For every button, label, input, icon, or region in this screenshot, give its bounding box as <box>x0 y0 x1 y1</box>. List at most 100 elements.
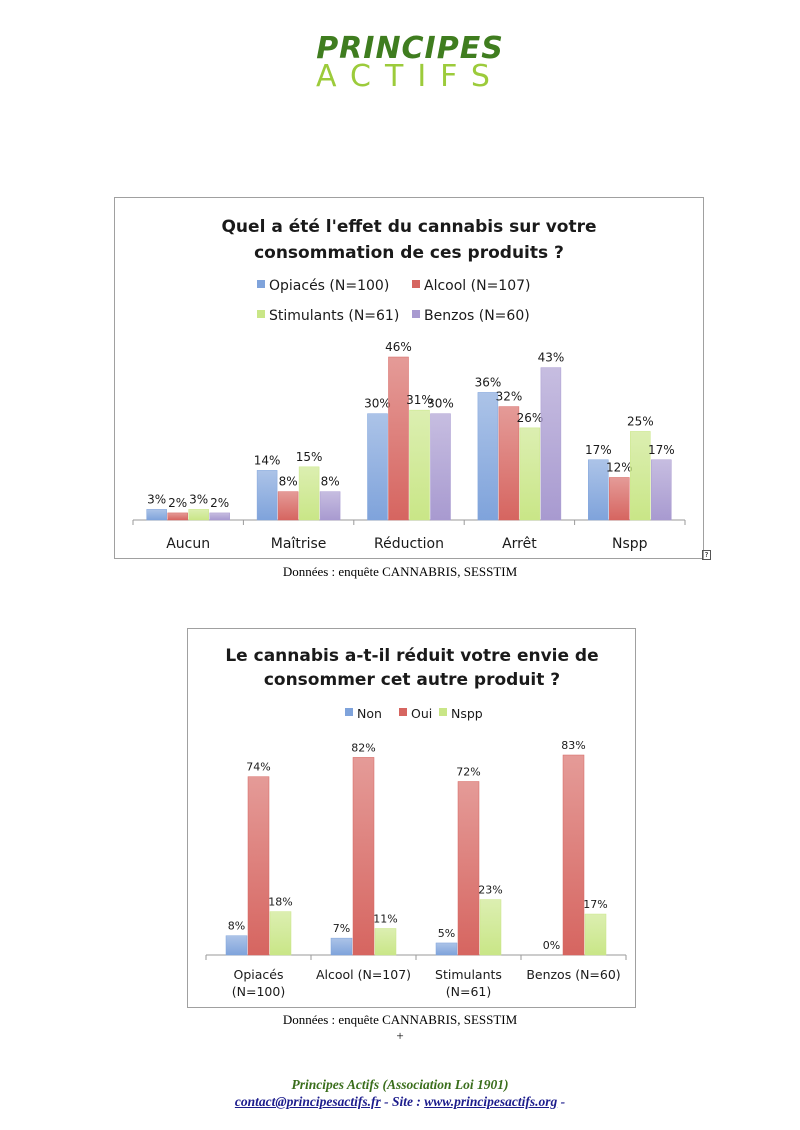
bar-alcool-n-107-4 <box>609 477 630 521</box>
bar-nspp-3 <box>584 913 607 956</box>
chart-title-line: consommer cet autre produit ? <box>264 670 560 690</box>
chart-effect-svg: Quel a été l'effet du cannabis sur votre… <box>132 217 686 552</box>
bar-stimulants-n-61-3 <box>519 427 541 521</box>
data-label-nspp-1: 11% <box>373 912 397 925</box>
bar-alcool-n-107-1 <box>277 491 299 521</box>
chart-desire-svg: Le cannabis a-t-il réduit votre envie de… <box>205 646 627 999</box>
data-label-non-2: 5% <box>438 927 455 940</box>
data-label-oui-2: 72% <box>456 766 480 779</box>
data-label-oui-3: 83% <box>561 739 585 752</box>
data-label-benzos-n-60-1: 8% <box>321 475 340 489</box>
bar-opiaces-n-100-2 <box>367 413 388 521</box>
bar-nspp-1 <box>374 928 397 956</box>
bar-stimulants-n-61-0 <box>188 509 209 521</box>
footer-site-suffix: - <box>557 1094 566 1109</box>
data-label-alcool-n-107-4: 12% <box>606 460 633 474</box>
bar-oui-3 <box>562 754 585 956</box>
chart-effect-cannabis: Quel a été l'effet du cannabis sur votre… <box>114 197 704 559</box>
data-label-oui-0: 74% <box>246 761 270 774</box>
bar-non-1 <box>330 937 353 956</box>
category-label-1: Alcool (N=107) <box>316 967 411 982</box>
bar-non-0 <box>225 935 248 956</box>
legend-swatch-oui <box>399 708 407 716</box>
category-label-0: Aucun <box>166 536 210 552</box>
category-label-0: (N=100) <box>232 984 285 999</box>
category-label-4: Nspp <box>612 536 648 552</box>
data-label-opiaces-n-100-2: 30% <box>364 397 391 411</box>
chart-title-line: Le cannabis a-t-il réduit votre envie de <box>225 646 598 666</box>
data-label-non-3: 0% <box>543 939 560 952</box>
bar-benzos-n-60-1 <box>319 491 341 521</box>
data-label-nspp-3: 17% <box>583 898 607 911</box>
chart1-caption: Données : enquête CANNABRIS, SESSTIM <box>282 564 518 579</box>
bar-non-2 <box>435 942 458 956</box>
category-label-2: Réduction <box>374 536 444 552</box>
data-label-opiaces-n-100-4: 17% <box>585 443 612 457</box>
footer-email-link[interactable]: contact@principesactifs.fr <box>234 1094 381 1109</box>
category-label-2: (N=61) <box>446 984 491 999</box>
legend-swatch-stimulants-n-61 <box>257 310 265 318</box>
legend-label-benzos-n-60: Benzos (N=60) <box>424 308 530 324</box>
chart2-caption: Données : enquête CANNABRIS, SESSTIM <box>282 1012 518 1027</box>
footer-site-prefix: - Site : <box>380 1094 425 1109</box>
footer-site-link[interactable]: www.principesactifs.org <box>424 1094 558 1109</box>
category-label-3: Arrêt <box>502 536 537 552</box>
plus-mark: + <box>396 1028 404 1043</box>
category-label-0: Opiacés <box>234 967 284 982</box>
bar-benzos-n-60-4 <box>651 459 672 521</box>
legend-label-oui: Oui <box>411 706 432 721</box>
data-label-oui-1: 82% <box>351 741 375 754</box>
bar-alcool-n-107-3 <box>498 406 520 521</box>
data-label-stimulants-n-61-1: 15% <box>296 450 323 464</box>
legend-label-non: Non <box>357 706 382 721</box>
bar-alcool-n-107-0 <box>167 512 188 521</box>
bar-nspp-2 <box>479 899 502 956</box>
data-label-nspp-0: 18% <box>268 896 292 909</box>
category-label-3: Benzos (N=60) <box>526 967 620 982</box>
data-label-opiaces-n-100-1: 14% <box>254 453 281 467</box>
bar-benzos-n-60-2 <box>430 413 451 521</box>
legend-label-alcool-n-107: Alcool (N=107) <box>424 278 530 294</box>
corner-mark: ? <box>702 550 711 560</box>
data-label-stimulants-n-61-2: 31% <box>406 393 433 407</box>
legend-swatch-benzos-n-60 <box>412 310 420 318</box>
bar-opiaces-n-100-1 <box>256 470 278 521</box>
chart-reduced-desire: Le cannabis a-t-il réduit votre envie de… <box>187 628 636 1008</box>
footer-contact: contact@principesactifs.fr - Site : www.… <box>0 1094 800 1110</box>
data-label-alcool-n-107-2: 46% <box>385 340 412 354</box>
data-label-opiaces-n-100-3: 36% <box>475 375 502 389</box>
data-label-opiaces-n-100-0: 3% <box>147 492 166 506</box>
chart-title-line: Quel a été l'effet du cannabis sur votre <box>221 217 596 237</box>
bar-opiaces-n-100-4 <box>588 459 609 521</box>
bar-benzos-n-60-3 <box>540 367 562 521</box>
data-label-stimulants-n-61-4: 25% <box>627 414 654 428</box>
data-label-alcool-n-107-0: 2% <box>168 496 187 510</box>
legend-swatch-non <box>345 708 353 716</box>
bar-nspp-0 <box>269 911 292 956</box>
data-label-benzos-n-60-3: 43% <box>538 351 565 365</box>
legend-label-stimulants-n-61: Stimulants (N=61) <box>269 308 399 324</box>
logo-line2: ACTIFS <box>316 59 504 92</box>
data-label-alcool-n-107-3: 32% <box>496 390 523 404</box>
category-label-1: Maîtrise <box>271 536 327 552</box>
bar-oui-0 <box>247 776 270 956</box>
legend-label-nspp: Nspp <box>451 706 483 721</box>
footer-org: Principes Actifs (Association Loi 1901) <box>291 1077 509 1092</box>
bar-stimulants-n-61-1 <box>298 466 320 521</box>
bar-opiaces-n-100-3 <box>477 392 499 521</box>
bar-oui-1 <box>352 757 375 956</box>
bar-benzos-n-60-0 <box>209 512 230 521</box>
legend-label-opiaces-n-100: Opiacés (N=100) <box>269 278 389 294</box>
bar-stimulants-n-61-4 <box>630 431 651 521</box>
data-label-non-0: 8% <box>228 920 245 933</box>
category-label-2: Stimulants <box>435 967 502 982</box>
data-label-stimulants-n-61-3: 26% <box>517 411 544 425</box>
data-label-benzos-n-60-4: 17% <box>648 443 675 457</box>
data-label-nspp-2: 23% <box>478 884 502 897</box>
bar-opiaces-n-100-0 <box>146 509 167 521</box>
data-label-benzos-n-60-0: 2% <box>210 496 229 510</box>
logo-line1: PRINCIPES <box>316 32 504 66</box>
principes-actifs-logo: PRINCIPES ACTIFS <box>316 32 504 92</box>
data-label-alcool-n-107-1: 8% <box>279 475 298 489</box>
bar-oui-2 <box>457 781 480 956</box>
